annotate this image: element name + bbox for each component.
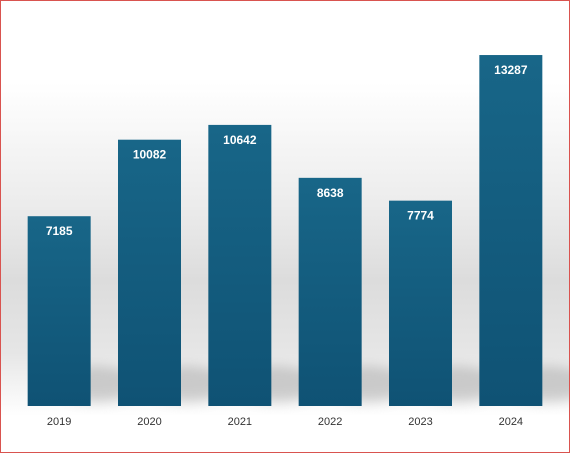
x-tick-label: 2022 bbox=[318, 416, 342, 428]
data-label-2020: 10082 bbox=[133, 148, 167, 162]
bar-2019 bbox=[27, 216, 91, 406]
bar-2020 bbox=[118, 139, 181, 406]
bar-2023 bbox=[389, 200, 452, 406]
data-label-2024: 13287 bbox=[494, 63, 528, 77]
data-label-2023: 7774 bbox=[407, 209, 434, 223]
bar-2024 bbox=[479, 55, 543, 407]
x-tick-label: 2021 bbox=[228, 416, 252, 428]
x-tick-label: 2020 bbox=[137, 416, 161, 428]
x-axis-ticks: 2019 2020 2021 2022 2023 2024 bbox=[47, 416, 523, 428]
x-tick-label: 2024 bbox=[499, 416, 523, 428]
x-tick-label: 2019 bbox=[47, 416, 71, 428]
x-tick-label: 2023 bbox=[408, 416, 432, 428]
bars bbox=[27, 55, 543, 407]
bar-2022 bbox=[298, 177, 362, 406]
data-label-2021: 10642 bbox=[223, 133, 257, 147]
data-labels: 7185 10082 10642 8638 7774 13287 bbox=[46, 63, 528, 238]
bar-2021 bbox=[208, 124, 272, 406]
data-label-2022: 8638 bbox=[317, 186, 344, 200]
data-label-2019: 7185 bbox=[46, 224, 73, 238]
